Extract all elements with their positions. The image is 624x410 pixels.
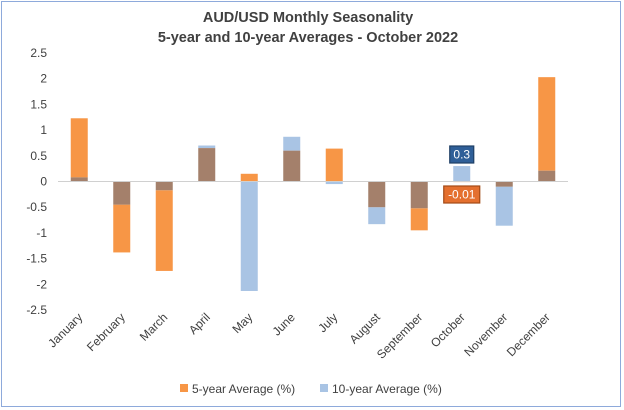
x-tick-label: November bbox=[461, 310, 510, 359]
bar-overlap bbox=[283, 150, 301, 182]
legend-swatch-10-year bbox=[320, 384, 328, 392]
callout-label: -0.01 bbox=[448, 188, 476, 202]
y-tick-label: -2.5 bbox=[26, 303, 47, 317]
x-tick-label: August bbox=[347, 310, 384, 347]
x-tick-label: September bbox=[374, 310, 425, 361]
x-tick-label: March bbox=[137, 310, 170, 343]
bar-10-year bbox=[368, 207, 386, 225]
bar-5-year bbox=[113, 204, 131, 253]
y-tick-label: 1.5 bbox=[30, 97, 47, 111]
x-tick-label: July bbox=[315, 310, 340, 335]
legend-label-5-year: 5-year Average (%) bbox=[192, 382, 295, 396]
bar-10-year bbox=[325, 181, 343, 185]
x-tick-label: June bbox=[270, 310, 299, 339]
y-tick-label: -1.5 bbox=[26, 252, 47, 266]
legend-swatch-5-year bbox=[180, 384, 188, 392]
bar-5-year bbox=[240, 173, 258, 182]
y-tick-label: 0 bbox=[40, 175, 47, 189]
y-tick-label: 2 bbox=[40, 72, 47, 86]
y-tick-label: 2.5 bbox=[30, 46, 47, 60]
legend: 5-year Average (%) 10-year Average (%) bbox=[180, 382, 442, 396]
bar-overlap bbox=[538, 170, 556, 182]
bar-5-year bbox=[325, 148, 343, 182]
y-tick-label: 1 bbox=[40, 123, 47, 137]
bar-10-year bbox=[240, 181, 258, 291]
callout-label: 0.3 bbox=[453, 148, 470, 162]
bar-overlap bbox=[368, 181, 386, 208]
x-tick-label: February bbox=[84, 310, 128, 354]
x-tick-label: January bbox=[45, 310, 85, 350]
x-tick-label: May bbox=[229, 310, 255, 336]
bar-overlap bbox=[113, 181, 131, 205]
y-tick-label: 0.5 bbox=[30, 149, 47, 163]
x-tick-label: October bbox=[428, 310, 468, 350]
bar-10-year bbox=[453, 166, 471, 182]
bars bbox=[70, 77, 556, 291]
x-tick-label: April bbox=[186, 310, 213, 337]
callout-box bbox=[449, 145, 475, 164]
bar-10-year bbox=[198, 145, 216, 149]
bar-overlap bbox=[410, 181, 428, 209]
bar-5-year bbox=[70, 118, 88, 178]
bar-5-year bbox=[410, 208, 428, 231]
chart-subtitle: 5-year and 10-year Averages - October 20… bbox=[158, 30, 458, 46]
legend-label-10-year: 10-year Average (%) bbox=[332, 382, 442, 396]
bar-overlap bbox=[155, 181, 173, 191]
bar-5-year bbox=[155, 190, 173, 271]
callouts: 0.3 -0.01 bbox=[443, 145, 481, 204]
y-tick-label: -1 bbox=[36, 226, 47, 240]
bar-10-year bbox=[283, 136, 301, 151]
y-axis: 2.5 2 1.5 1 0.5 0 -0.5 -1 -1.5 -2 -2.5 bbox=[26, 46, 47, 317]
chart-title: AUD/USD Monthly Seasonality bbox=[203, 10, 413, 26]
y-tick-label: -0.5 bbox=[26, 200, 47, 214]
bar-5-year bbox=[538, 77, 556, 171]
bar-10-year bbox=[495, 186, 513, 226]
x-tick-label: December bbox=[504, 310, 553, 359]
y-tick-label: -2 bbox=[36, 277, 47, 291]
bar-overlap bbox=[70, 177, 88, 182]
callout-box bbox=[443, 185, 481, 204]
bar-overlap bbox=[198, 148, 216, 182]
bar-overlap bbox=[495, 181, 513, 187]
